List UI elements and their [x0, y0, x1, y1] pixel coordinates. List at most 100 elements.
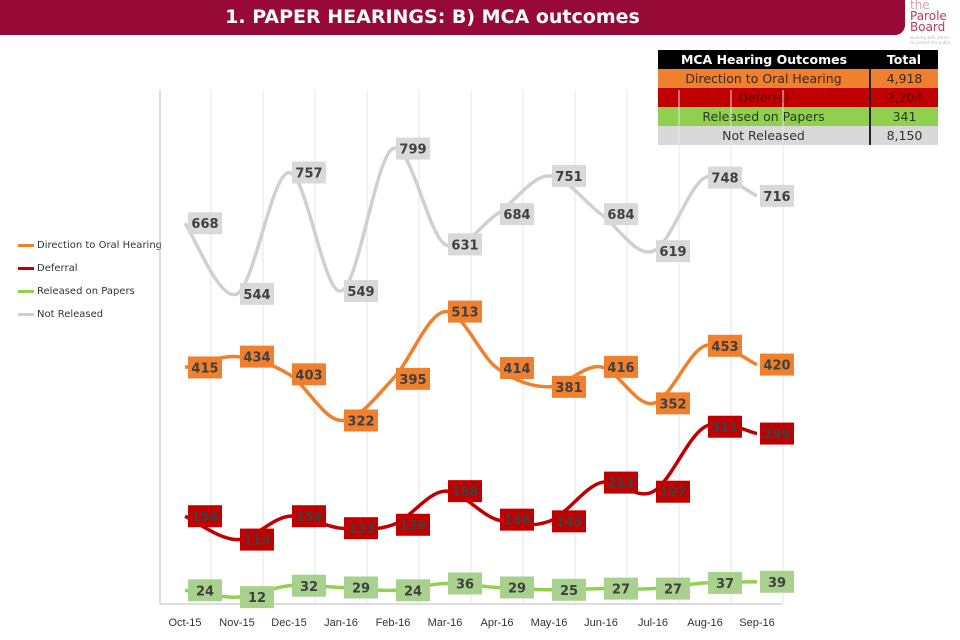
data-label-box [396, 367, 430, 390]
data-label-box [240, 586, 274, 609]
data-label-box [604, 203, 638, 226]
data-label: 299 [763, 428, 790, 443]
data-label-box [500, 508, 534, 531]
data-label: 29 [352, 581, 370, 596]
data-label: 24 [196, 584, 214, 599]
data-label-box [344, 280, 378, 303]
data-label-box [708, 334, 742, 357]
x-tick-label: Mar-16 [428, 617, 463, 629]
data-label-box [708, 415, 742, 438]
data-label: 27 [664, 583, 682, 598]
data-label-box [500, 203, 534, 226]
data-label: 154 [191, 510, 218, 525]
data-label-box [604, 577, 638, 600]
x-tick-label: Jul-16 [638, 617, 668, 629]
legend-label: Released on Papers [37, 286, 135, 297]
data-label: 751 [555, 170, 582, 185]
data-label: 381 [555, 381, 582, 396]
outcome-total: 341 [869, 107, 938, 126]
data-label: 25 [560, 584, 578, 599]
data-label: 12 [248, 591, 266, 606]
series-line [183, 146, 758, 297]
data-label-box [760, 422, 794, 445]
data-label: 154 [295, 510, 322, 525]
data-label: 415 [191, 361, 218, 376]
data-label: 434 [243, 351, 270, 366]
data-label: 684 [607, 208, 634, 223]
table-row: Direction to Oral Hearing 4,918 [658, 69, 938, 88]
data-label-box [396, 579, 430, 602]
data-label: 145 [555, 515, 582, 530]
title-bar: 1. PAPER HEARINGS: B) MCA outcomes [0, 0, 905, 35]
data-label-box [448, 300, 482, 323]
outcome-total: 8,150 [869, 126, 938, 145]
data-label: 668 [191, 217, 218, 232]
legend-item: Deferral [18, 257, 162, 280]
data-label-box [344, 576, 378, 599]
legend-label: Not Released [37, 309, 104, 320]
data-label: 27 [612, 583, 630, 598]
data-label: 322 [347, 414, 374, 429]
parole-board-logo: the Parole Board working with others to prot… [910, 0, 951, 45]
table-row: Released on Papers 341 [658, 107, 938, 126]
data-label-box [292, 505, 326, 528]
data-label: 148 [503, 514, 530, 529]
table-row: Not Released 8,150 [658, 126, 938, 145]
data-label-box [500, 576, 534, 599]
data-label: 37 [716, 577, 734, 592]
x-tick-label: Jan-16 [324, 617, 358, 629]
summary-table: MCA Hearing Outcomes Total Direction to O… [658, 50, 938, 145]
data-label-box [240, 528, 274, 551]
data-label: 39 [768, 576, 786, 591]
data-label: 619 [659, 245, 686, 260]
data-label-box [604, 355, 638, 378]
data-label: 133 [347, 522, 374, 537]
data-label-box [448, 233, 482, 256]
data-label: 197 [659, 486, 686, 501]
data-label: 414 [503, 362, 530, 377]
data-label-box [552, 375, 586, 398]
x-tick-label: Apr-16 [480, 617, 513, 629]
x-tick-label: Oct-15 [168, 617, 201, 629]
legend-swatch [18, 290, 34, 293]
data-label: 311 [711, 421, 738, 436]
data-label: 24 [404, 584, 422, 599]
legend-label: Deferral [37, 263, 78, 274]
data-label-box [448, 572, 482, 595]
data-label: 420 [763, 359, 790, 374]
data-label: 395 [399, 373, 426, 388]
chart-legend: Direction to Oral Hearing Deferral Release… [18, 234, 162, 326]
x-tick-label: Nov-15 [219, 617, 254, 629]
data-label-box [500, 357, 534, 380]
data-label-box [188, 356, 222, 379]
outcome-label: Released on Papers [702, 109, 825, 124]
table-header: MCA Hearing Outcomes [658, 50, 870, 69]
data-label-box [188, 212, 222, 235]
x-tick-label: Sep-16 [739, 617, 774, 629]
data-label-box [604, 471, 638, 494]
outcome-total: 2,204 [869, 88, 938, 107]
data-label-box [292, 161, 326, 184]
outcome-label: Direction to Oral Hearing [685, 71, 842, 86]
data-label: 549 [347, 285, 374, 300]
data-label: 757 [295, 167, 322, 182]
data-label-box [396, 137, 430, 160]
data-label-box [552, 510, 586, 533]
x-tick-label: Aug-16 [687, 617, 722, 629]
table-header: Total [870, 50, 938, 69]
data-label-box [188, 579, 222, 602]
data-label-box [656, 480, 690, 503]
legend-swatch [18, 244, 34, 247]
data-label: 139 [399, 519, 426, 534]
data-label-box [656, 240, 690, 263]
data-label: 716 [763, 190, 790, 205]
data-label: 352 [659, 397, 686, 412]
data-label: 32 [300, 580, 318, 595]
data-label-box [396, 513, 430, 536]
legend-swatch [18, 267, 34, 270]
data-label: 29 [508, 581, 526, 596]
data-label-box [760, 353, 794, 376]
data-label-box [708, 166, 742, 189]
data-label: 416 [607, 361, 634, 376]
data-label-box [344, 517, 378, 540]
